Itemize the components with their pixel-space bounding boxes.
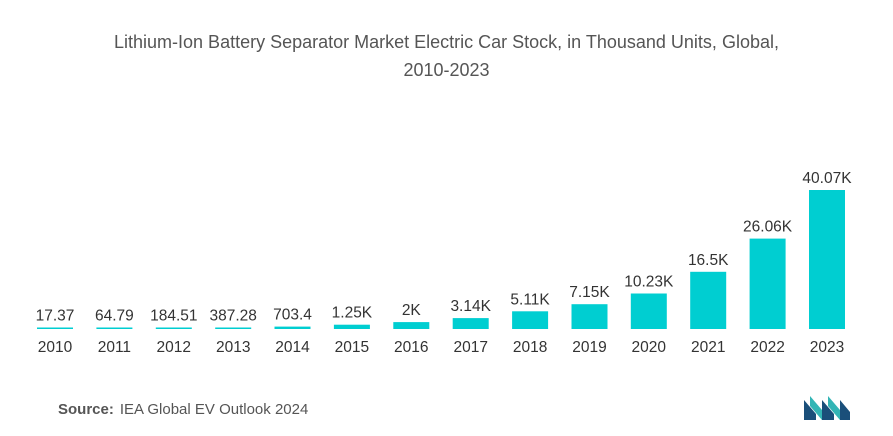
bar-2014 — [274, 326, 311, 329]
data-label-2021: 16.5K — [688, 252, 729, 269]
bar-2023 — [809, 190, 845, 329]
bar-2010 — [37, 327, 73, 329]
x-tick-label-2010: 2010 — [38, 339, 73, 356]
bar-2013 — [215, 327, 252, 329]
x-tick-label-2021: 2021 — [691, 339, 725, 356]
data-label-2020: 10.23K — [624, 274, 674, 291]
data-label-2011: 64.79 — [95, 308, 134, 325]
data-label-2012: 184.51 — [150, 308, 197, 325]
data-label-2022: 26.06K — [743, 219, 793, 236]
x-tick-label-2018: 2018 — [513, 339, 547, 356]
chart-title-line2: 2010-2023 — [403, 60, 490, 80]
data-label-2016: 2K — [402, 302, 422, 319]
x-tick-label-2022: 2022 — [750, 339, 784, 356]
mordor-intelligence-logo-icon — [804, 396, 850, 420]
source-note: Source: IEA Global EV Outlook 2024 — [58, 401, 308, 418]
x-tick-label-2012: 2012 — [157, 339, 191, 356]
x-tick-label-2011: 2011 — [98, 339, 131, 356]
x-tick-label-2019: 2019 — [572, 339, 606, 356]
bar-2016 — [393, 322, 430, 329]
data-label-2023: 40.07K — [802, 170, 852, 187]
x-tick-label-2014: 2014 — [275, 339, 310, 356]
data-label-2014: 703.4 — [273, 307, 312, 324]
x-tick-label-2017: 2017 — [453, 339, 487, 356]
bar-2022 — [749, 238, 786, 329]
data-label-2013: 387.28 — [209, 308, 256, 325]
chart-title: Lithium-Ion Battery Separator Market Ele… — [0, 28, 893, 84]
source-text: IEA Global EV Outlook 2024 — [119, 401, 309, 418]
x-tick-label-2023: 2023 — [810, 339, 844, 356]
data-label-2018: 5.11K — [510, 291, 550, 308]
data-label-2019: 7.15K — [569, 284, 610, 301]
x-tick-label-2016: 2016 — [394, 339, 428, 356]
data-label-2017: 3.14K — [450, 298, 491, 315]
bar-2017 — [452, 318, 489, 329]
x-tick-label-2020: 2020 — [632, 339, 667, 356]
bar-2019 — [571, 304, 608, 329]
x-tick-label-2015: 2015 — [335, 339, 369, 356]
bar-2021 — [690, 271, 727, 329]
bar-2018 — [512, 311, 549, 329]
data-label-2010: 17.37 — [36, 308, 75, 325]
data-label-2015: 1.25K — [332, 305, 373, 322]
bar-2011 — [96, 327, 133, 329]
bar-2015 — [333, 324, 370, 329]
source-label: Source: — [58, 401, 114, 418]
x-tick-label-2013: 2013 — [216, 339, 250, 356]
bar-2012 — [155, 327, 192, 329]
bar-2020 — [630, 293, 667, 329]
chart-title-line1: Lithium-Ion Battery Separator Market Ele… — [114, 32, 779, 52]
